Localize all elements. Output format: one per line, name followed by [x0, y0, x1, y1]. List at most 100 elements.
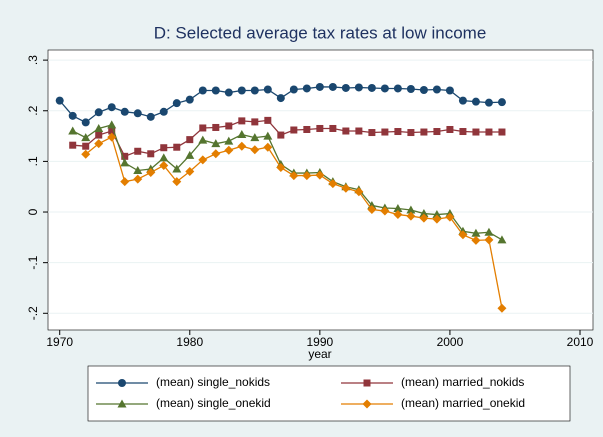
point — [458, 96, 467, 105]
legend-marker — [117, 399, 127, 408]
point — [445, 212, 455, 222]
point — [471, 228, 481, 237]
point — [459, 128, 467, 136]
legend-label: (mean) single_nokids — [156, 375, 270, 389]
x-tick-label: 1980 — [176, 335, 203, 349]
point — [420, 128, 428, 136]
point — [471, 235, 481, 245]
point — [237, 86, 246, 95]
legend-label: (mean) single_onekid — [156, 396, 271, 410]
point — [250, 145, 260, 155]
point — [172, 99, 181, 108]
point — [341, 83, 350, 92]
series-line — [72, 119, 502, 158]
point — [172, 164, 182, 173]
point — [393, 210, 403, 220]
y-tick-label: -.1 — [26, 255, 40, 269]
point — [276, 162, 286, 172]
point — [211, 139, 221, 148]
point — [406, 211, 416, 221]
point — [302, 171, 312, 181]
point — [212, 123, 220, 131]
point — [472, 128, 480, 136]
point — [484, 227, 494, 236]
point — [341, 183, 351, 193]
point — [328, 179, 338, 189]
point — [354, 187, 364, 197]
point — [120, 158, 130, 167]
point — [211, 149, 221, 159]
point — [250, 133, 260, 142]
point — [368, 129, 376, 137]
legend-marker — [118, 379, 126, 387]
point — [342, 127, 350, 135]
point — [263, 85, 272, 94]
point — [94, 139, 104, 149]
point — [81, 118, 90, 127]
point — [225, 122, 233, 130]
point — [198, 86, 207, 95]
point — [199, 124, 207, 132]
point — [211, 86, 220, 95]
point — [419, 86, 428, 94]
point — [394, 128, 402, 136]
point — [146, 168, 156, 178]
point — [172, 177, 182, 187]
point — [316, 124, 324, 132]
point — [198, 155, 208, 165]
point — [263, 131, 273, 140]
point — [458, 230, 468, 240]
point — [237, 130, 247, 139]
point — [497, 235, 507, 244]
point — [303, 125, 311, 133]
point — [407, 129, 415, 137]
legend — [87, 365, 571, 422]
point — [393, 203, 403, 212]
point — [81, 149, 91, 159]
x-tick-label: 1970 — [46, 335, 73, 349]
point — [484, 98, 493, 107]
point — [133, 109, 142, 118]
point — [367, 204, 377, 214]
point — [354, 83, 363, 92]
point — [120, 107, 129, 116]
y-tick-label: 0 — [26, 208, 40, 215]
point — [68, 126, 78, 135]
plot-area — [47, 49, 594, 331]
point — [380, 206, 390, 216]
point — [185, 167, 195, 177]
point — [133, 174, 143, 184]
point — [238, 117, 246, 125]
point — [147, 150, 155, 158]
point — [224, 88, 233, 97]
point — [146, 112, 155, 121]
point — [393, 84, 402, 93]
point — [445, 86, 454, 95]
point — [198, 135, 208, 144]
point — [355, 127, 363, 135]
point — [81, 133, 91, 142]
point — [497, 98, 506, 107]
legend-marker — [363, 379, 371, 387]
point — [264, 116, 272, 124]
point — [108, 127, 116, 135]
point — [160, 144, 168, 152]
point — [120, 177, 130, 187]
point — [134, 147, 142, 155]
point — [224, 145, 234, 155]
point — [133, 166, 143, 175]
chart-title: D: Selected average tax rates at low inc… — [154, 23, 487, 42]
point — [432, 214, 442, 224]
point — [277, 131, 285, 139]
point — [224, 136, 234, 145]
point — [69, 141, 77, 149]
legend-label: (mean) married_nokids — [401, 375, 524, 389]
legend-label: (mean) married_onekid — [401, 396, 525, 410]
point — [432, 210, 442, 219]
x-axis-label: year — [308, 347, 331, 361]
y-tick-label: .2 — [26, 105, 40, 115]
point — [485, 128, 493, 136]
point — [173, 143, 181, 151]
point — [276, 94, 285, 103]
